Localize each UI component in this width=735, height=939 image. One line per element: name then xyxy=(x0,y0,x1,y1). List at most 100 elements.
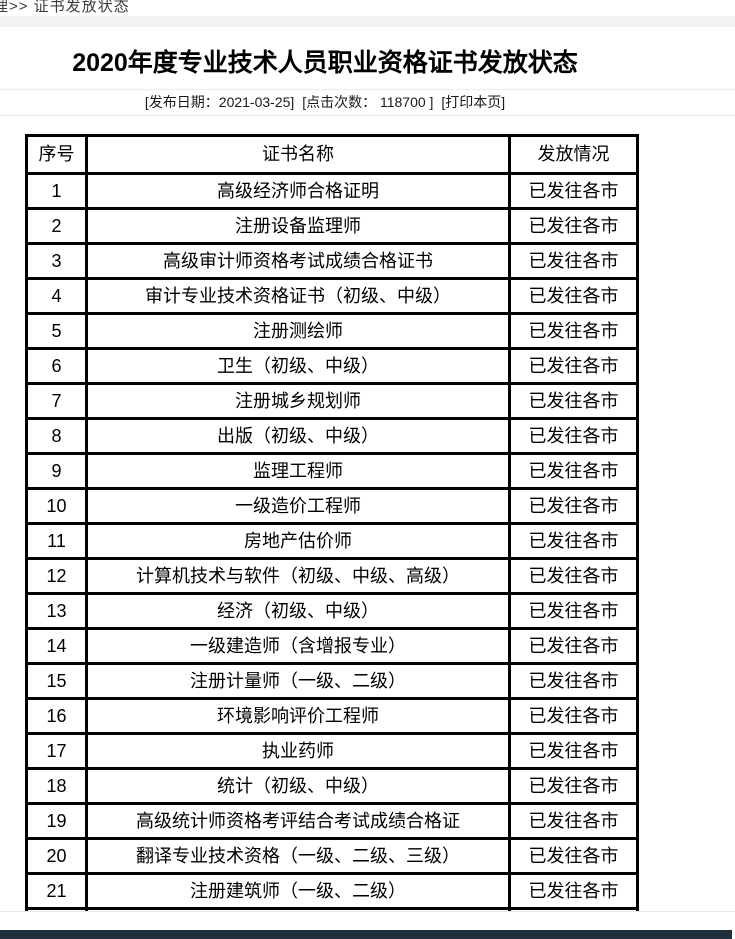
table-row: 4 审计专业技术资格证书（初级、中级） 已发往各市 xyxy=(25,277,639,315)
meta-bar: [发布日期：2021-03-25] [点击次数： 118700 ] [打印本页] xyxy=(0,89,735,116)
column-header-status: 发放情况 xyxy=(508,134,639,175)
table-row: 21 注册建筑师（一级、二级） 已发往各市 xyxy=(25,872,639,910)
cell-name: 注册城乡规划师 xyxy=(85,382,511,420)
cell-status: 已发往各市 xyxy=(508,487,639,525)
table-row: 1 高级经济师合格证明 已发往各市 xyxy=(25,172,639,210)
cell-empty xyxy=(25,907,88,911)
table-row: 6 卫生（初级、中级） 已发往各市 xyxy=(25,347,639,385)
cell-index: 15 xyxy=(25,662,88,700)
cell-name: 统计（初级、中级） xyxy=(85,767,511,805)
hit-count: [点击次数： 118700 ] xyxy=(302,94,434,110)
table-row: 2 注册设备监理师 已发往各市 xyxy=(25,207,639,245)
print-page-link[interactable]: [打印本页] xyxy=(441,94,506,110)
cell-empty xyxy=(85,907,511,911)
article-content: 2020年度专业技术人员职业资格证书发放状态 [发布日期：2021-03-25]… xyxy=(0,27,735,912)
cell-name: 注册计量师（一级、二级） xyxy=(85,662,511,700)
table-row: 16 环境影响评价工程师 已发往各市 xyxy=(25,697,639,735)
cell-index: 3 xyxy=(25,242,88,280)
cell-status: 已发往各市 xyxy=(508,312,639,350)
table-row: 19 高级统计师资格考评结合考试成绩合格证 已发往各市 xyxy=(25,802,639,840)
table-row-partial xyxy=(25,907,639,911)
cell-name: 审计专业技术资格证书（初级、中级） xyxy=(85,277,511,315)
cell-index: 2 xyxy=(25,207,88,245)
cell-name: 注册建筑师（一级、二级） xyxy=(85,872,511,910)
table-row: 13 经济（初级、中级） 已发往各市 xyxy=(25,592,639,630)
header-divider-strip xyxy=(0,16,735,27)
cell-name: 房地产估价师 xyxy=(85,522,511,560)
cell-index: 20 xyxy=(25,837,88,875)
page-title: 2020年度专业技术人员职业资格证书发放状态 xyxy=(72,49,578,77)
cell-status: 已发往各市 xyxy=(508,382,639,420)
table-header-row: 序号 证书名称 发放情况 xyxy=(25,134,639,175)
cell-index: 13 xyxy=(25,592,88,630)
cell-name: 监理工程师 xyxy=(85,452,511,490)
table-row: 14 一级建造师（含增报专业） 已发往各市 xyxy=(25,627,639,665)
cell-name: 翻译专业技术资格（一级、二级、三级） xyxy=(85,837,511,875)
table-row: 7 注册城乡规划师 已发往各市 xyxy=(25,382,639,420)
cell-status: 已发往各市 xyxy=(508,417,639,455)
cell-index: 19 xyxy=(25,802,88,840)
table-row: 11 房地产估价师 已发往各市 xyxy=(25,522,639,560)
cell-status: 已发往各市 xyxy=(508,802,639,840)
cell-index: 16 xyxy=(25,697,88,735)
cell-status: 已发往各市 xyxy=(508,347,639,385)
cell-index: 9 xyxy=(25,452,88,490)
cell-status: 已发往各市 xyxy=(508,697,639,735)
cell-name: 高级审计师资格考试成绩合格证书 xyxy=(85,242,511,280)
table-row: 17 执业药师 已发往各市 xyxy=(25,732,639,770)
cell-index: 7 xyxy=(25,382,88,420)
certificate-table: 序号 证书名称 发放情况 1 高级经济师合格证明 已发往各市 2 注册设备监理师 已发往各… xyxy=(25,134,639,911)
cell-index: 6 xyxy=(25,347,88,385)
cell-status: 已发往各市 xyxy=(508,557,639,595)
cell-empty xyxy=(508,907,639,911)
table-row: 15 注册计量师（一级、二级） 已发往各市 xyxy=(25,662,639,700)
table-row: 8 出版（初级、中级） 已发往各市 xyxy=(25,417,639,455)
footer-bar xyxy=(0,930,732,939)
cell-name: 高级统计师资格考评结合考试成绩合格证 xyxy=(85,802,511,840)
table-row: 10 一级造价工程师 已发往各市 xyxy=(25,487,639,525)
cell-status: 已发往各市 xyxy=(508,662,639,700)
cell-index: 17 xyxy=(25,732,88,770)
cell-status: 已发往各市 xyxy=(508,767,639,805)
cell-status: 已发往各市 xyxy=(508,207,639,245)
table-row: 3 高级审计师资格考试成绩合格证书 已发往各市 xyxy=(25,242,639,280)
cell-index: 10 xyxy=(25,487,88,525)
cell-index: 18 xyxy=(25,767,88,805)
cell-status: 已发往各市 xyxy=(508,277,639,315)
cell-index: 14 xyxy=(25,627,88,665)
cell-index: 11 xyxy=(25,522,88,560)
table-row: 9 监理工程师 已发往各市 xyxy=(25,452,639,490)
cell-name: 注册设备监理师 xyxy=(85,207,511,245)
table-row: 20 翻译专业技术资格（一级、二级、三级） 已发往各市 xyxy=(25,837,639,875)
cell-status: 已发往各市 xyxy=(508,872,639,910)
column-header-index: 序号 xyxy=(25,134,88,175)
cell-status: 已发往各市 xyxy=(508,592,639,630)
cell-name: 经济（初级、中级） xyxy=(85,592,511,630)
cell-status: 已发往各市 xyxy=(508,837,639,875)
table-row: 5 注册测绘师 已发往各市 xyxy=(25,312,639,350)
cell-name: 高级经济师合格证明 xyxy=(85,172,511,210)
cell-index: 8 xyxy=(25,417,88,455)
cell-status: 已发往各市 xyxy=(508,172,639,210)
column-header-name: 证书名称 xyxy=(85,134,511,175)
cell-index: 21 xyxy=(25,872,88,910)
cell-index: 12 xyxy=(25,557,88,595)
table-row: 18 统计（初级、中级） 已发往各市 xyxy=(25,767,639,805)
breadcrumb[interactable]: 理>> 证书发放状态 xyxy=(0,0,130,15)
cell-status: 已发往各市 xyxy=(508,452,639,490)
cell-name: 卫生（初级、中级） xyxy=(85,347,511,385)
cell-status: 已发往各市 xyxy=(508,242,639,280)
cell-status: 已发往各市 xyxy=(508,627,639,665)
cell-index: 5 xyxy=(25,312,88,350)
publish-date: [发布日期：2021-03-25] xyxy=(144,94,295,110)
cell-name: 一级建造师（含增报专业） xyxy=(85,627,511,665)
cell-name: 出版（初级、中级） xyxy=(85,417,511,455)
cell-name: 执业药师 xyxy=(85,732,511,770)
cell-name: 计算机技术与软件（初级、中级、高级） xyxy=(85,557,511,595)
table-row: 12 计算机技术与软件（初级、中级、高级） 已发往各市 xyxy=(25,557,639,595)
cell-index: 1 xyxy=(25,172,88,210)
cell-name: 注册测绘师 xyxy=(85,312,511,350)
cell-name: 环境影响评价工程师 xyxy=(85,697,511,735)
cell-index: 4 xyxy=(25,277,88,315)
cell-status: 已发往各市 xyxy=(508,522,639,560)
